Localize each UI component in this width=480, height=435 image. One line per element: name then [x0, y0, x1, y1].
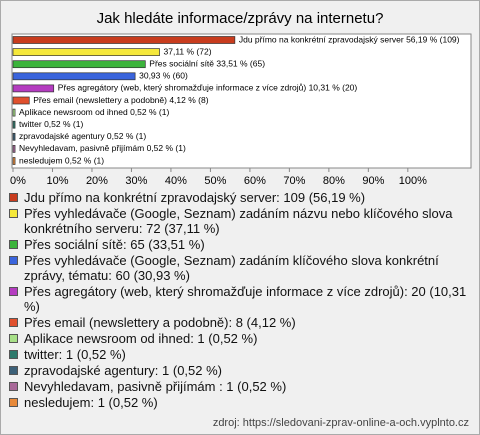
bar	[12, 108, 16, 117]
legend-swatch	[9, 256, 18, 265]
legend-label: twitter: 1 (0,52 %)	[24, 347, 126, 362]
value-label: Přes sociální sítě 33,51 % (65)	[149, 58, 265, 68]
legend-swatch	[9, 287, 18, 296]
legend-label: Aplikace newsroom od ihned: 1 (0,52 %)	[24, 331, 258, 346]
value-label: Nevyhledavam, pasivně přijímám 0,52 % (1…	[19, 143, 186, 153]
legend-label: nesledujem: 1 (0,52 %)	[24, 395, 158, 410]
legend-item: Přes sociální sítě: 65 (33,51 %)	[9, 237, 469, 252]
x-tick-label: 70%	[283, 175, 305, 187]
x-tick-label: 60%	[244, 175, 266, 187]
legend: Jdu přímo na konkrétní zpravodajský serv…	[9, 190, 469, 411]
legend-label: Přes sociální sítě: 65 (33,51 %)	[24, 237, 205, 252]
x-tick-label: 100%	[399, 175, 427, 187]
value-label: Jdu přímo na konkrétní zpravodajský serv…	[239, 34, 460, 44]
legend-swatch	[9, 209, 18, 218]
legend-swatch	[9, 334, 18, 343]
legend-swatch	[9, 318, 18, 327]
value-label: 30,93 % (60)	[139, 71, 188, 81]
legend-swatch	[9, 193, 18, 202]
legend-swatch	[9, 366, 18, 375]
bar	[12, 84, 55, 93]
value-label: Aplikace newsroom od ihned 0,52 % (1)	[19, 107, 169, 117]
value-label: zpravodajské agentury 0,52 % (1)	[19, 131, 146, 141]
x-tick-label: 30%	[125, 175, 147, 187]
legend-item: twitter: 1 (0,52 %)	[9, 347, 469, 362]
legend-item: Přes vyhledávače (Google, Seznam) zadání…	[9, 253, 469, 283]
value-label: nesledujem 0,52 % (1)	[19, 155, 104, 165]
legend-label: Nevyhledavam, pasivně přijímám : 1 (0,52…	[24, 379, 287, 394]
chart-title: Jak hledáte informace/zprávy na internet…	[97, 10, 384, 27]
bar	[12, 145, 16, 153]
legend-swatch	[9, 350, 18, 359]
legend-label: zpravodajské agentury: 1 (0,52 %)	[24, 363, 222, 378]
legend-item: Jdu přímo na konkrétní zpravodajský serv…	[9, 190, 469, 205]
x-tick-label: 0%	[10, 175, 26, 187]
legend-swatch	[9, 398, 18, 407]
x-tick-label: 90%	[362, 175, 384, 187]
legend-item: Aplikace newsroom od ihned: 1 (0,52 %)	[9, 331, 469, 346]
legend-swatch	[9, 382, 18, 391]
value-label: 37,11 % (72)	[164, 46, 212, 56]
bar	[12, 132, 16, 141]
bar	[12, 36, 236, 44]
x-tick-label: 10%	[46, 175, 68, 187]
legend-item: nesledujem: 1 (0,52 %)	[9, 395, 469, 410]
bar	[12, 48, 160, 56]
legend-item: zpravodajské agentury: 1 (0,52 %)	[9, 363, 469, 378]
legend-label: Přes email (newslettery a podobně): 8 (4…	[24, 315, 296, 330]
bar	[12, 60, 146, 69]
legend-item: Nevyhledavam, pasivně přijímám : 1 (0,52…	[9, 379, 469, 394]
x-tick-label: 40%	[165, 175, 187, 187]
x-tick-label: 80%	[323, 175, 345, 187]
bar	[12, 72, 136, 81]
value-label: Přes email (newslettery a podobně) 4,12 …	[33, 95, 208, 105]
x-tick-label: 50%	[204, 175, 226, 187]
bar	[12, 120, 16, 129]
legend-label: Přes vyhledávače (Google, Seznam) zadání…	[24, 253, 439, 283]
value-label: Přes agregátory (web, který shromažďuje …	[58, 83, 358, 93]
source: zdroj: https://sledovani-zprav-online-a-…	[212, 417, 469, 429]
legend-item: Přes agregátory (web, který shromažďuje …	[9, 284, 469, 314]
bar	[12, 96, 30, 105]
legend-label: Jdu přímo na konkrétní zpravodajský serv…	[24, 190, 366, 205]
x-tick-label: 20%	[86, 175, 108, 187]
plot-area	[11, 33, 472, 169]
bar	[12, 157, 16, 165]
legend-swatch	[9, 240, 18, 249]
legend-label: Přes agregátory (web, který shromažďuje …	[24, 284, 467, 314]
legend-item: Přes email (newslettery a podobně): 8 (4…	[9, 315, 469, 330]
legend-item: Přes vyhledávače (Google, Seznam) zadání…	[9, 206, 469, 236]
plot: Jak hledáte informace/zprávy na internet…	[10, 10, 472, 187]
value-label: twitter 0,52 % (1)	[19, 119, 83, 129]
legend-label: Přes vyhledávače (Google, Seznam) zadání…	[24, 206, 453, 236]
